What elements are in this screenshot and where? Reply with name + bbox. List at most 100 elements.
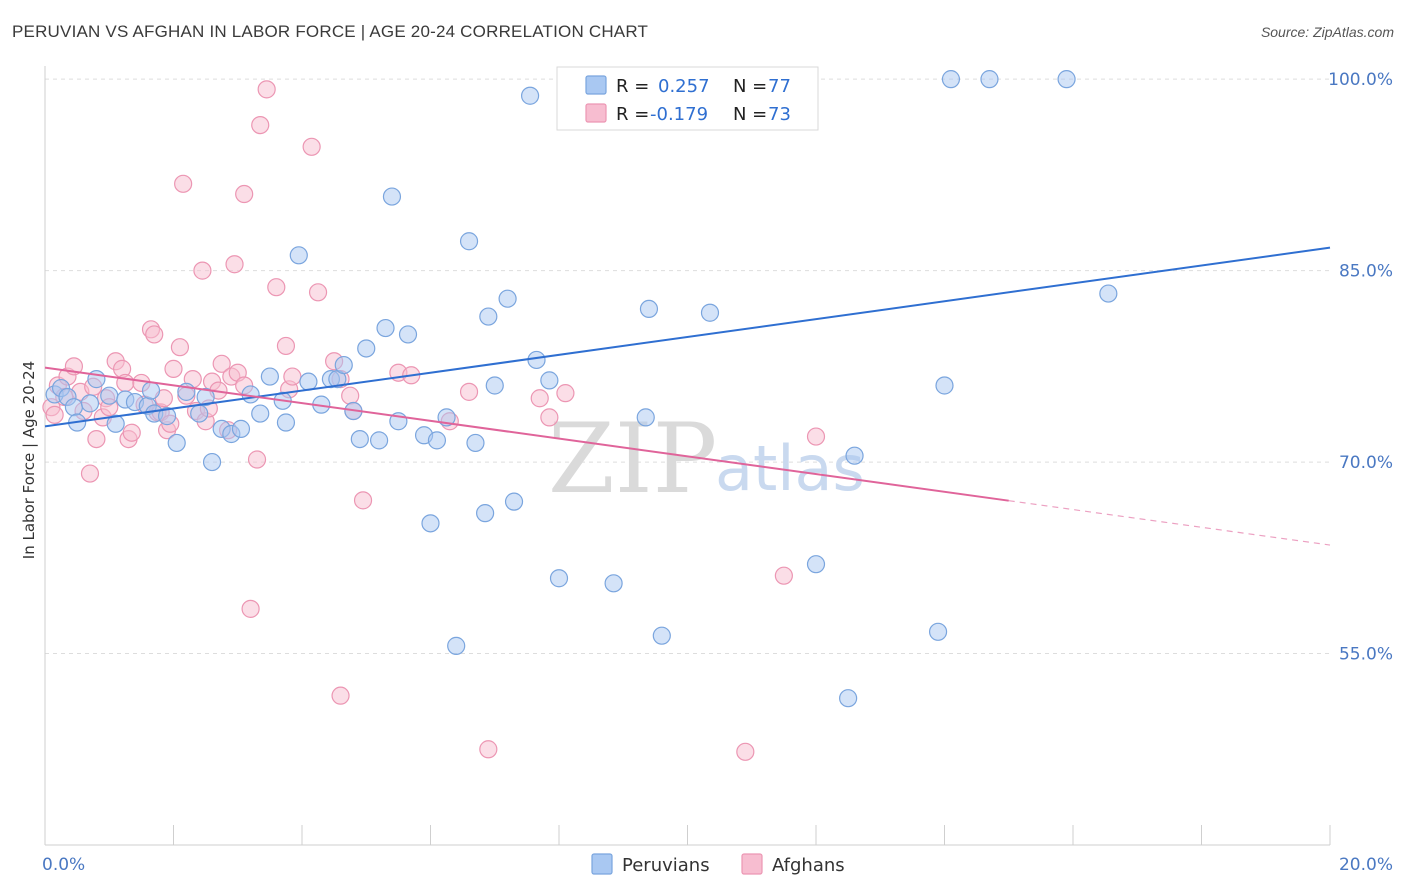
bottom-legend-swatch-peruvians [591,853,613,875]
afghan-point [251,115,270,135]
afghan-point [174,174,193,193]
afghan-point [87,429,106,449]
legend-r-label-2: R = [616,104,649,125]
peruvian-point [459,232,479,251]
peruvian-point [421,514,440,533]
legend: R = 0.257 N = 77 R = -0.179 N = 73 [556,66,819,131]
trend-line-afghans [44,366,1009,502]
y-tick-label: 55.0% [1339,645,1393,665]
peruvian-point [498,289,517,308]
y-axis-label: In Labor Force | Age 20-24 [20,361,38,559]
afghan-point [170,338,190,357]
legend-n-value-2: 73 [768,104,791,125]
series-peruvians [45,70,1118,708]
afghan-point [241,599,260,618]
peruvian-point [157,407,177,426]
peruvian-point [639,299,659,319]
peruvian-point [370,431,389,450]
x-tick-label: 20.0% [1339,855,1393,875]
peruvian-point [700,303,720,322]
peruvian-point [106,414,125,433]
peruvian-point [466,433,485,453]
peruvian-point [376,318,395,338]
chart-title: PERUVIAN VS AFGHAN IN LABOR FORCE | AGE … [12,22,649,41]
peruvian-point [100,386,119,405]
afghan-point [459,382,479,401]
afghan-point [225,255,244,274]
bottom-legend-label-afghans: Afghans [772,855,845,876]
y-tick-label: 70.0% [1339,453,1393,473]
peruvian-point [80,394,100,413]
peruvian-point [382,187,402,206]
peruvian-point [839,689,858,708]
peruvian-point [202,452,222,472]
peruvian-point [1057,70,1076,89]
afghan-point [540,408,559,427]
peruvian-point [1099,284,1118,303]
peruvian-point [289,246,308,265]
afghan-point [302,137,321,156]
peruvian-point [928,622,948,641]
peruvian-point [652,626,671,645]
afghan-point [556,384,575,403]
afghan-point [479,740,498,759]
peruvian-point [334,355,353,375]
peruvian-point [845,446,864,465]
bottom-legend: Peruvians Afghans [591,853,845,876]
afghan-point [122,423,141,442]
peruvian-point [196,387,215,407]
afghan-point [276,336,296,356]
peruvian-point [479,307,498,326]
bottom-legend-swatch-afghans [741,853,763,875]
peruvian-point [935,376,954,395]
afghan-point [353,491,373,510]
y-tick-label: 100.0% [1328,70,1393,90]
legend-n-label-2: N = [733,104,767,125]
legend-r-value-2: -0.179 [650,104,708,125]
peruvian-point [260,367,279,386]
bottom-legend-label-peruvians: Peruvians [622,855,710,876]
peruvian-point [231,419,251,438]
afghan-point [774,566,793,585]
afghan-point [235,184,254,204]
afghan-point [308,283,328,302]
afghan-point [80,464,100,483]
afghan-point [212,354,231,373]
legend-swatch-peruvians [585,75,607,95]
x-tick-label: 0.0% [42,855,85,875]
chart-source: Source: ZipAtlas.com [1260,24,1394,40]
axes [44,66,1331,846]
afghan-point [193,261,212,280]
peruvian-point [251,404,270,423]
trend-line-peruvians [44,246,1331,428]
watermark-atlas: atlas [715,432,865,505]
legend-r-value-1: 0.257 [658,76,710,97]
watermark-zip: ZIP [548,403,717,515]
peruvian-point [806,555,826,574]
peruvian-point [485,376,504,395]
peruvian-point [527,350,546,370]
peruvian-point [447,636,466,655]
peruvian-point [190,404,209,423]
trend-lines [44,246,1331,546]
y-tick-label: 85.0% [1339,262,1393,282]
afghan-point [145,325,164,344]
peruvian-point [350,429,369,449]
peruvian-point [141,381,161,400]
peruvian-point [980,70,999,89]
afghan-point [45,405,64,424]
peruvian-point [276,413,296,432]
peruvian-point [549,569,569,588]
afghan-point [283,367,302,386]
afghan-point [736,742,755,761]
tick-labels: 100.0% 85.0% 70.0% 55.0% 0.0% 20.0% [42,70,1393,875]
peruvian-point [604,574,623,593]
peruvian-point [520,86,540,105]
watermark: ZIP atlas [548,403,865,515]
legend-swatch-afghans [585,103,607,123]
afghan-point [331,686,350,705]
afghan-point [247,450,267,469]
afghan-point [341,386,360,405]
peruvian-point [476,504,495,523]
peruvian-point [504,492,524,511]
